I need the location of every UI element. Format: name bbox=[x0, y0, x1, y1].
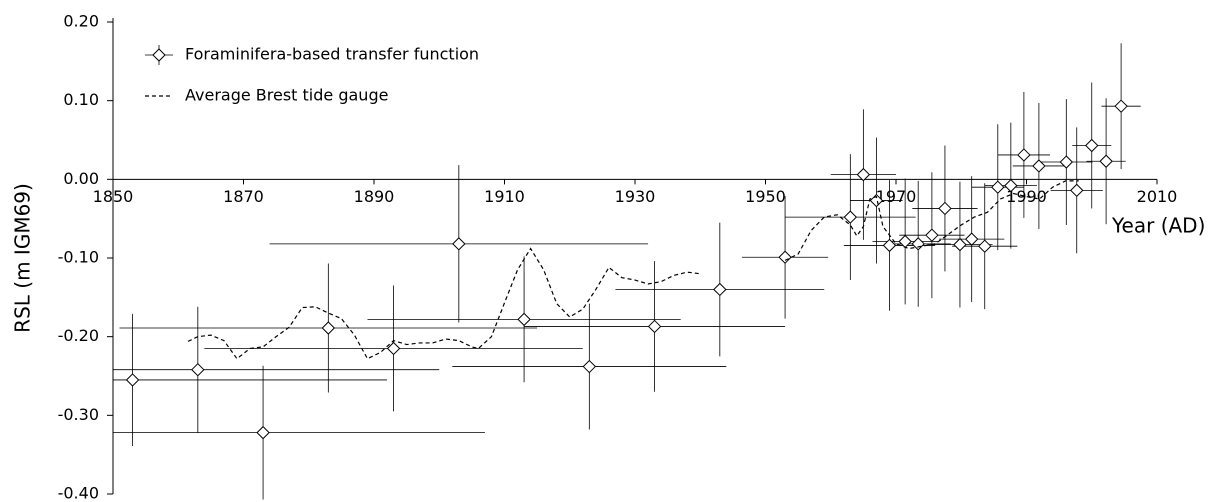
x-tick-label: 1850 bbox=[93, 187, 134, 206]
data-point bbox=[843, 210, 858, 224]
x-axis-label: Year (AD) bbox=[1111, 214, 1205, 238]
x-tick-label: 2010 bbox=[1137, 187, 1178, 206]
data-point bbox=[1085, 138, 1099, 153]
data-point bbox=[582, 359, 597, 374]
data-point bbox=[1099, 154, 1113, 168]
data-point bbox=[1004, 178, 1018, 193]
data-point bbox=[938, 201, 952, 216]
legend-label: Average Brest tide gauge bbox=[185, 86, 388, 105]
x-tick-label: 1870 bbox=[223, 187, 264, 206]
data-point bbox=[778, 250, 792, 264]
legend-label: Foraminifera-based transfer function bbox=[185, 45, 479, 64]
x-tick-label: 1890 bbox=[354, 187, 395, 206]
data-point bbox=[856, 167, 871, 182]
x-tick-label: 1970 bbox=[876, 187, 917, 206]
data-point bbox=[647, 319, 662, 334]
data-point bbox=[1017, 148, 1031, 162]
y-tick-label: 0.10 bbox=[63, 90, 99, 109]
data-point bbox=[978, 239, 992, 253]
x-tick-label: 1910 bbox=[484, 187, 525, 206]
x-tick-label: 1950 bbox=[745, 187, 786, 206]
legend-marker bbox=[152, 48, 166, 62]
data-point bbox=[1032, 159, 1046, 173]
y-tick-label: -0.30 bbox=[58, 405, 99, 424]
data-point bbox=[1114, 99, 1128, 113]
data-point bbox=[517, 312, 531, 327]
data-point bbox=[953, 237, 967, 252]
data-point bbox=[452, 237, 466, 251]
y-tick-label: -0.40 bbox=[58, 484, 99, 502]
data-point bbox=[191, 362, 205, 377]
data-point bbox=[964, 232, 979, 246]
data-point bbox=[1070, 183, 1084, 198]
data-point bbox=[882, 238, 897, 253]
data-point bbox=[321, 321, 336, 335]
x-tick-label: 1930 bbox=[615, 187, 656, 206]
y-axis-label: RSL (m IGM69) bbox=[11, 183, 35, 333]
y-tick-label: 0.00 bbox=[63, 169, 99, 188]
plot-area bbox=[113, 43, 1141, 500]
y-tick-label: -0.20 bbox=[58, 326, 99, 345]
tide-gauge-line bbox=[187, 180, 1079, 360]
x-tick-label: 1990 bbox=[1006, 187, 1047, 206]
data-point bbox=[713, 282, 727, 297]
data-point bbox=[1059, 155, 1074, 169]
data-point bbox=[386, 341, 401, 356]
data-point bbox=[869, 193, 884, 208]
y-tick-label: -0.10 bbox=[58, 248, 99, 267]
data-point bbox=[925, 228, 939, 242]
data-point bbox=[256, 425, 270, 440]
data-point bbox=[125, 373, 140, 387]
data-point bbox=[991, 180, 1005, 194]
y-tick-label: 0.20 bbox=[63, 12, 99, 31]
